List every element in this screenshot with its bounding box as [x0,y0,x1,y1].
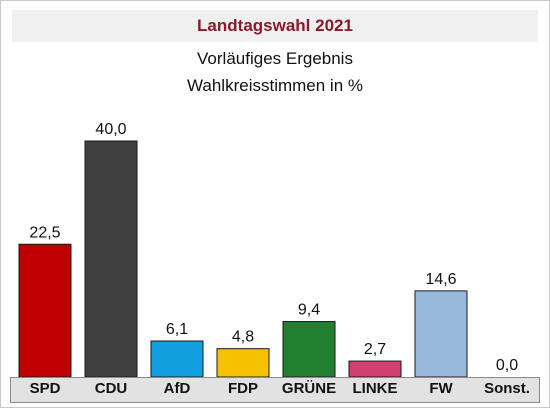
value-label: 9,4 [298,302,320,319]
bar-linke [348,360,402,378]
value-label: 40,0 [95,121,126,138]
category-axis-bar [10,377,540,403]
category-label: SPD [29,380,61,397]
value-label: 2,7 [364,341,386,358]
chart-subtitle-2: Wahlkreisstimmen in % [186,76,364,95]
category-label: FDP [228,380,258,397]
value-label: 4,8 [232,329,254,346]
chart-title: Landtagswahl 2021 [197,16,353,35]
category-label: GRÜNE [281,380,337,397]
chart-subtitle-1: Vorläufiges Ergebnis [197,49,353,68]
value-label: 0,0 [496,357,518,374]
category-label: AfD [163,380,191,397]
bar-fw [414,290,468,378]
category-label: FW [429,380,453,397]
category-label: CDU [94,380,128,397]
bar-afd [150,340,204,378]
bar-fdp [216,348,270,378]
title-bar: Landtagswahl 2021 [12,10,538,42]
value-label: 14,6 [425,271,456,288]
bar-cdu [84,140,138,378]
category-label: Sonst. [484,380,530,397]
category-label: LINKE [352,380,398,397]
value-label: 6,1 [166,321,188,338]
bar-spd [18,243,72,378]
bar-grne [282,321,336,378]
value-label: 22,5 [29,224,60,241]
